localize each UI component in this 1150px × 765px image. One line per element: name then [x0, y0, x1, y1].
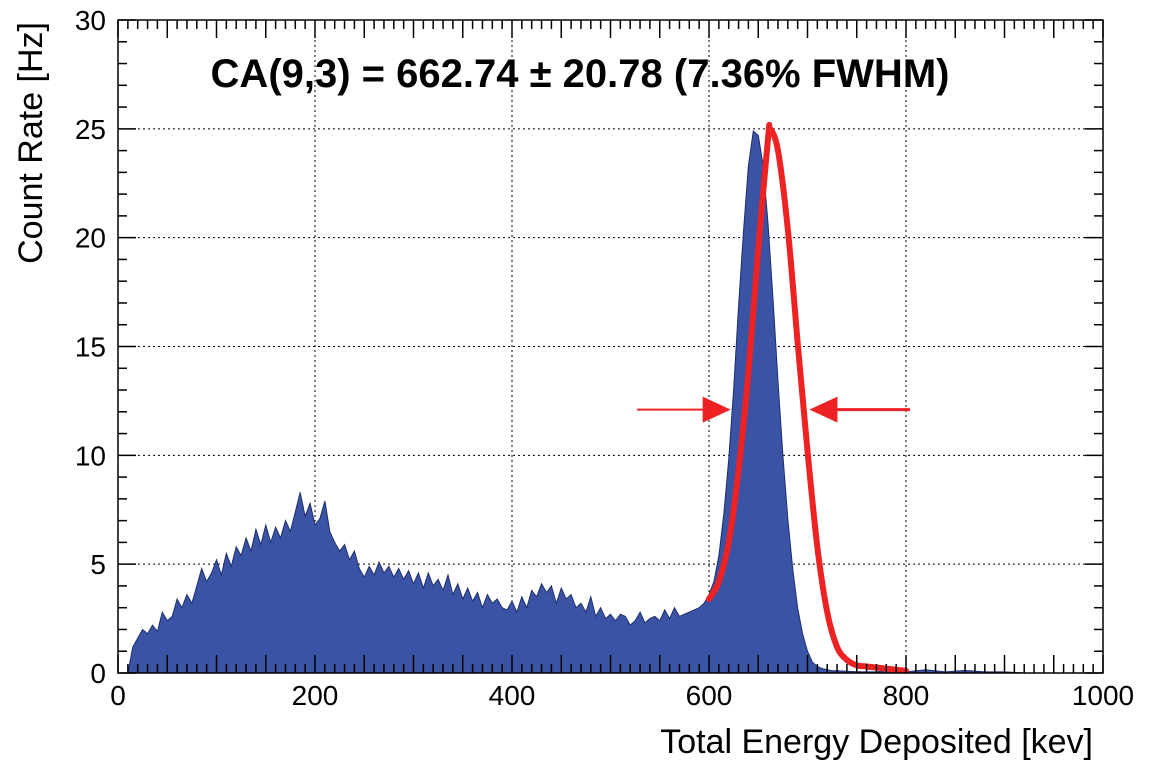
- histogram-area: [127, 130, 1094, 674]
- histogram-layer: [127, 130, 1094, 674]
- annotation-layer: [637, 396, 910, 423]
- y-tick-label: 5: [90, 549, 106, 580]
- fit-curve: [706, 121, 909, 674]
- x-tick-label: 400: [489, 680, 536, 711]
- grid: [118, 20, 1103, 673]
- x-tick-label: 200: [292, 680, 339, 711]
- x-tick-label: 600: [686, 680, 733, 711]
- x-tick-label: 800: [883, 680, 930, 711]
- fwhm-arrow-head: [702, 396, 731, 423]
- y-tick-label: 0: [90, 658, 106, 689]
- y-tick-label: 20: [75, 223, 106, 254]
- fwhm-arrow-head: [809, 396, 838, 423]
- y-axis-title: Count Rate [Hz]: [12, 22, 50, 264]
- tick-marks: [117, 19, 1104, 674]
- y-tick-label: 25: [75, 114, 106, 145]
- y-tick-label: 10: [75, 440, 106, 471]
- chart-title: CA(9,3) = 662.74 ± 20.78 (7.36% FWHM): [211, 52, 950, 96]
- x-tick-label: 1000: [1072, 680, 1134, 711]
- fit-layer: [706, 121, 909, 674]
- x-axis-title: Total Energy Deposited [kev]: [660, 723, 1093, 761]
- x-tick-label: 0: [110, 680, 126, 711]
- y-tick-label: 15: [75, 332, 106, 363]
- tick-labels: 0 200 400 600 800 1000 0 5 10 15 20 25 30: [75, 5, 1134, 711]
- y-tick-label: 30: [75, 5, 106, 36]
